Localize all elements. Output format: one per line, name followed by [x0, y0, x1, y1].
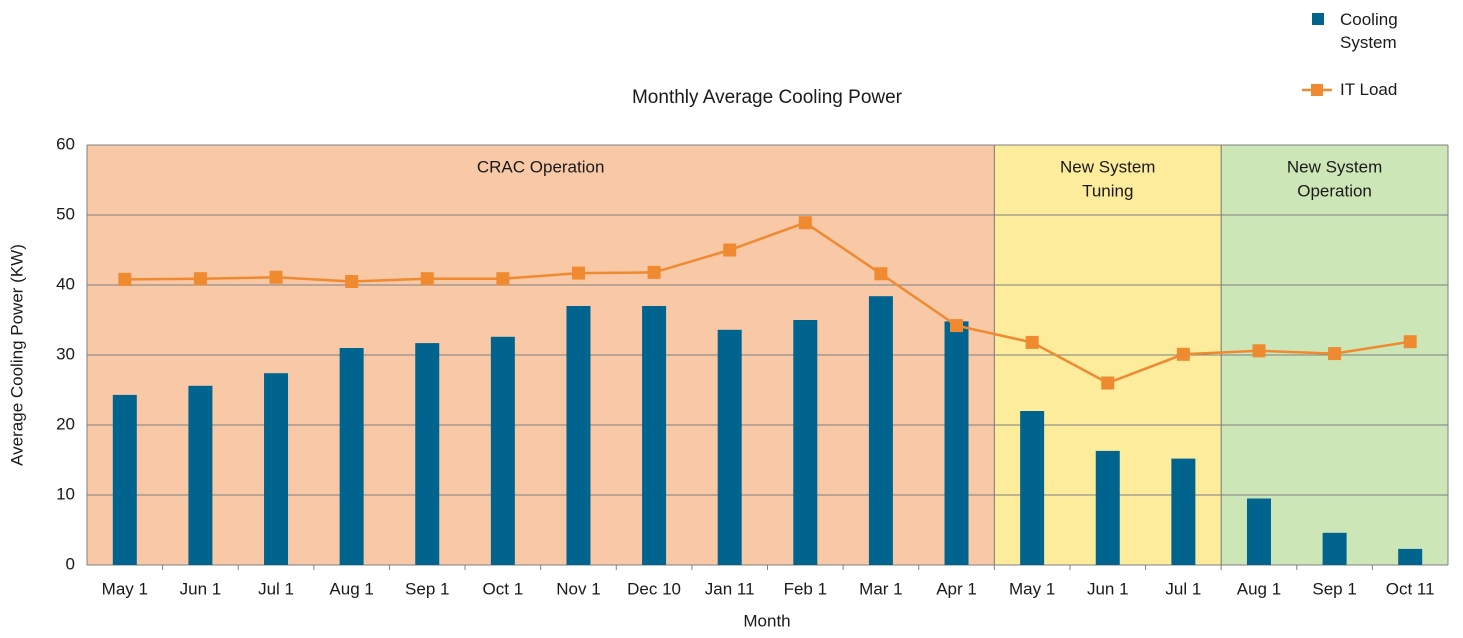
bar	[112, 394, 137, 565]
x-tick-label: May 1	[102, 579, 148, 598]
region-label: Tuning	[1082, 181, 1133, 200]
bar	[1398, 548, 1423, 565]
bar	[188, 385, 213, 565]
marker	[193, 272, 207, 286]
marker	[798, 216, 812, 230]
bar	[339, 348, 364, 565]
bar	[490, 336, 515, 565]
y-tick-label: 20	[56, 414, 75, 433]
x-tick-label: May 1	[1009, 579, 1055, 598]
marker	[269, 270, 283, 284]
legend-label: IT Load	[1340, 80, 1398, 99]
chart-title: Monthly Average Cooling Power	[632, 87, 903, 108]
x-tick-label: Sep 1	[1312, 579, 1356, 598]
bar	[415, 343, 440, 565]
marker	[118, 272, 132, 286]
marker	[723, 243, 737, 257]
x-tick-label: Dec 10	[627, 579, 681, 598]
legend-item: Cooling System	[1300, 8, 1420, 54]
marker	[874, 267, 888, 281]
x-tick-label: Jun 1	[180, 579, 222, 598]
marker	[571, 266, 585, 280]
x-tick-label: Apr 1	[936, 579, 977, 598]
legend-swatch	[1302, 84, 1332, 96]
marker	[420, 272, 434, 286]
marker	[345, 275, 359, 288]
marker	[647, 265, 661, 279]
region-label: New System	[1060, 157, 1155, 176]
y-tick-label: 30	[56, 344, 75, 363]
x-axis-label: Month	[743, 611, 790, 630]
x-tick-label: Jun 1	[1087, 579, 1129, 598]
y-tick-label: 40	[56, 274, 75, 293]
y-tick-label: 60	[56, 134, 75, 153]
bar	[264, 373, 289, 565]
bar	[717, 329, 742, 565]
x-tick-label: Aug 1	[329, 579, 373, 598]
line	[124, 221, 1411, 385]
region-label: CRAC Operation	[477, 157, 605, 176]
bar	[1322, 532, 1347, 565]
marker	[950, 319, 964, 333]
x-tick-label: Nov 1	[556, 579, 600, 598]
bar	[793, 320, 818, 565]
x-tick-label: Aug 1	[1237, 579, 1281, 598]
bar	[642, 306, 667, 565]
marker	[1176, 347, 1190, 361]
x-tick-label: Jan 11	[705, 579, 755, 598]
x-tick-label: Oct 1	[483, 579, 524, 598]
x-tick-label: Oct 11	[1386, 579, 1435, 598]
y-tick-label: 10	[56, 484, 75, 503]
swatch-marker	[1311, 84, 1323, 96]
x-tick-label: Jul 1	[258, 579, 294, 598]
legend-label: Cooling System	[1340, 10, 1398, 52]
legend-item: IT Load	[1300, 78, 1420, 101]
region-label: Operation	[1297, 181, 1372, 200]
marker	[1252, 344, 1266, 358]
bar	[1246, 498, 1271, 565]
bar	[1020, 411, 1045, 565]
region-label: New System	[1287, 157, 1382, 176]
y-axis-label: Average Cooling Power (KW)	[7, 244, 26, 466]
bar	[944, 321, 969, 565]
x-tick-label: Jul 1	[1165, 579, 1201, 598]
y-tick-label: 50	[56, 204, 75, 223]
bar	[566, 306, 591, 565]
marker	[1101, 376, 1115, 390]
marker	[1328, 347, 1342, 361]
bar	[868, 296, 893, 565]
legend-swatch	[1312, 13, 1324, 25]
y-tick-label: 0	[66, 554, 75, 573]
x-tick-label: Sep 1	[405, 579, 449, 598]
x-tick-label: Mar 1	[859, 579, 902, 598]
x-tick-label: Feb 1	[784, 579, 827, 598]
marker	[1025, 335, 1039, 349]
swatch	[1312, 13, 1324, 25]
marker	[1403, 335, 1417, 349]
bar	[1095, 450, 1120, 565]
plot	[86, 144, 1449, 566]
marker	[496, 272, 510, 286]
bar	[1171, 458, 1196, 565]
